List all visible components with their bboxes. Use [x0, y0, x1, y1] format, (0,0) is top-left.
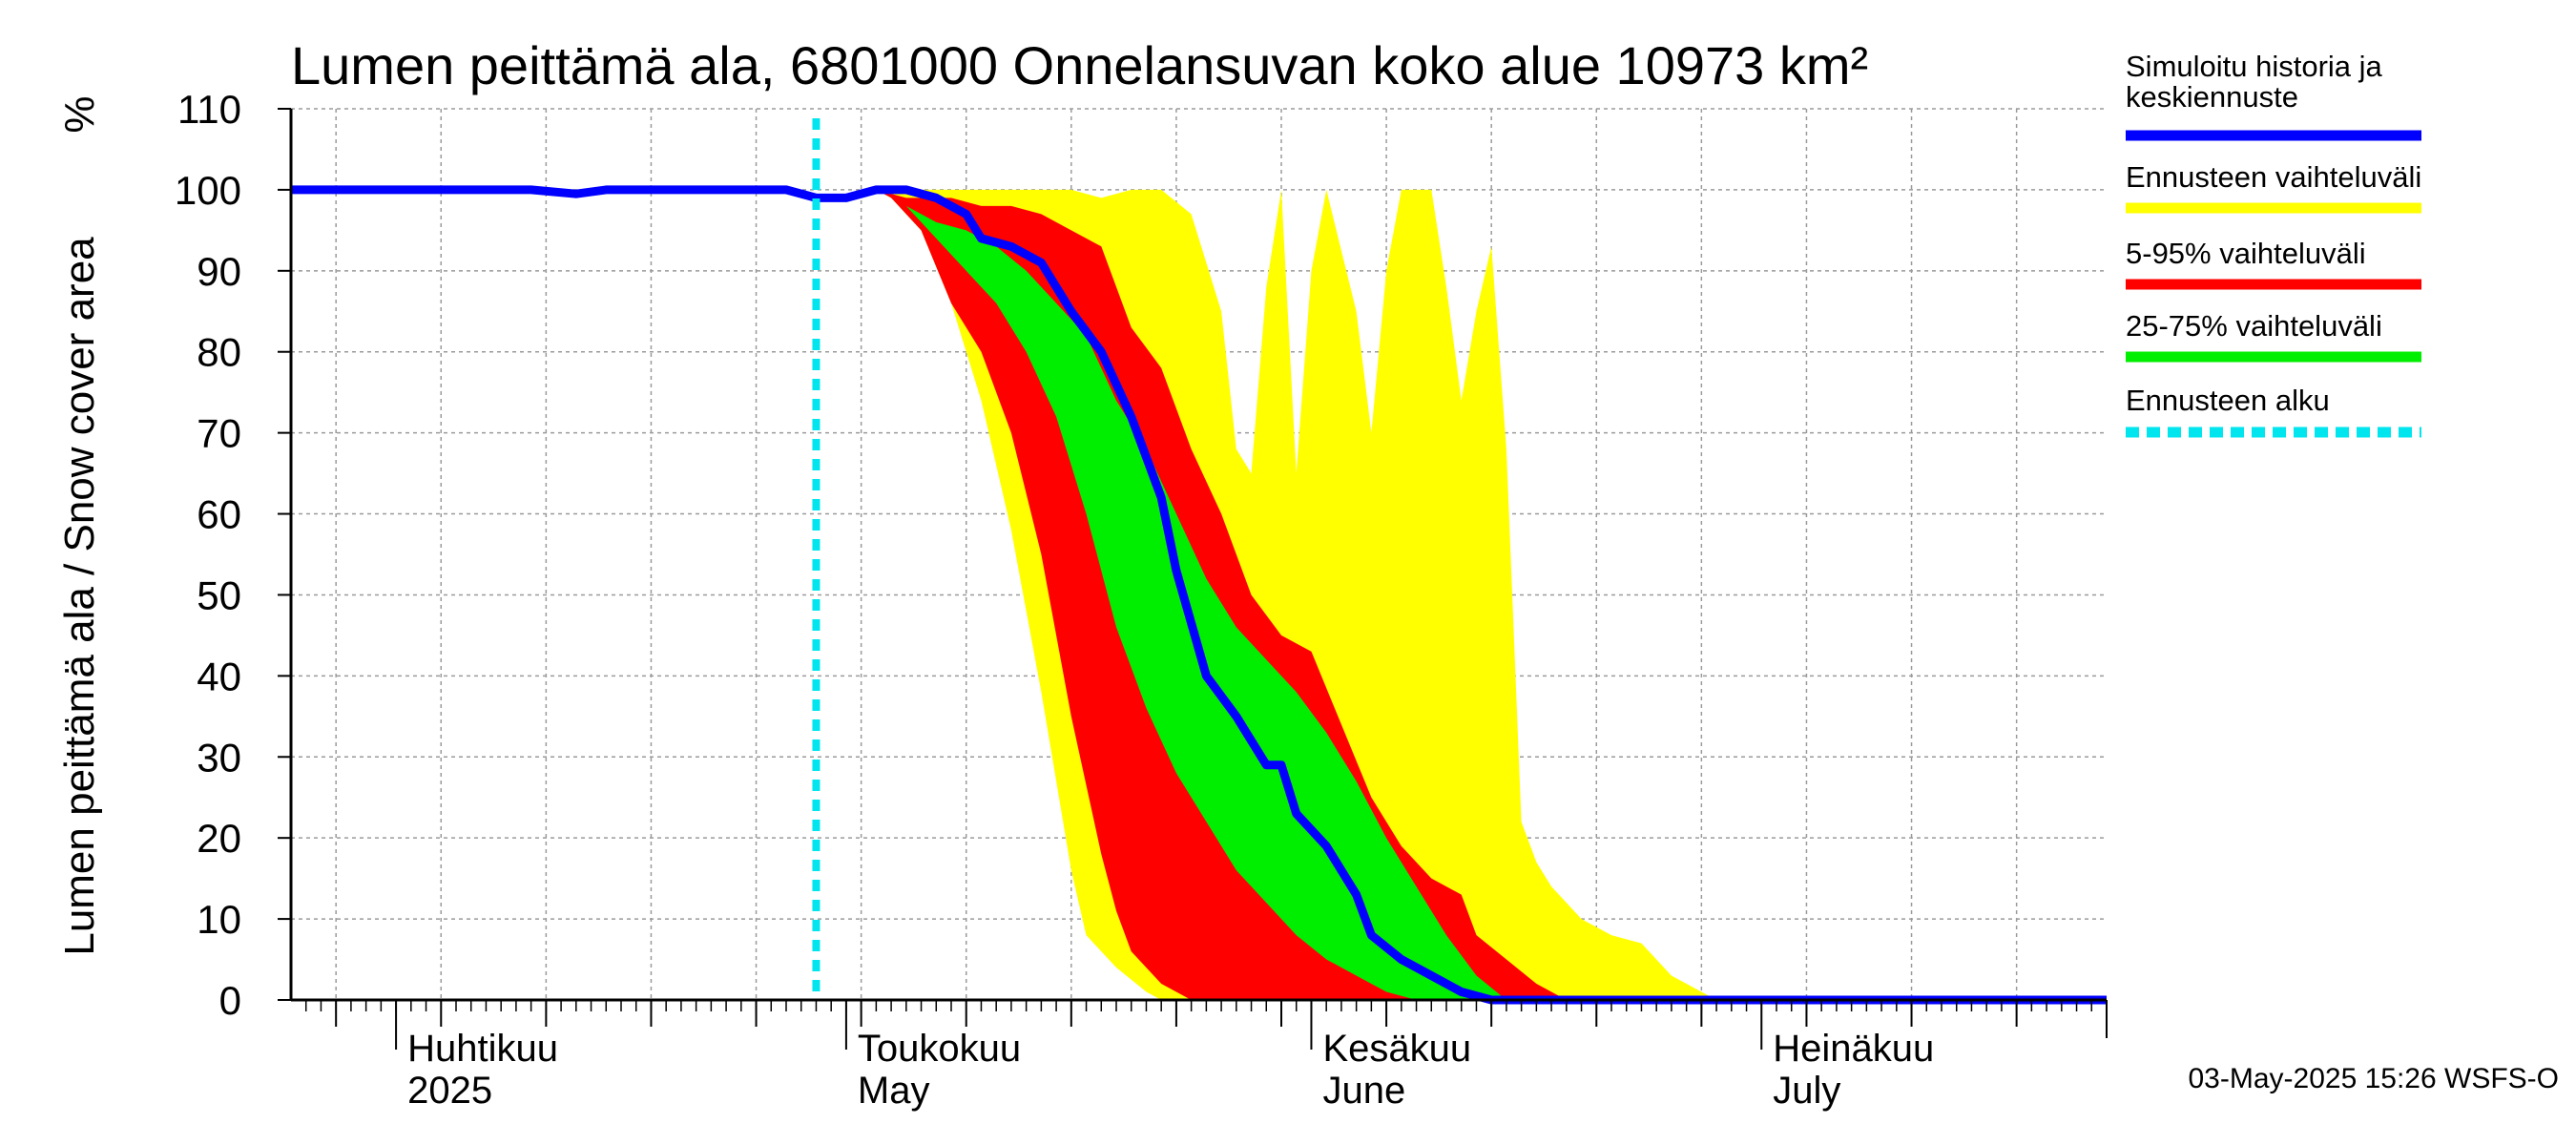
x-month-label-fi: Kesäkuu — [1322, 1028, 1471, 1070]
y-axis-label: Lumen peittämä ala / Snow cover area — [56, 237, 103, 956]
y-tick-label: 80 — [197, 330, 241, 375]
y-tick-label: 90 — [197, 249, 241, 294]
x-month-label-fi: Huhtikuu — [407, 1028, 558, 1070]
legend-label: Ennusteen alku — [2126, 384, 2330, 417]
band-25-75-vaihteluv-li — [816, 189, 1506, 1000]
median-forecast-line — [291, 185, 2107, 1005]
x-month-label-fi: Toukokuu — [858, 1028, 1021, 1070]
y-tick-label: 110 — [177, 87, 241, 132]
chart-title: Lumen peittämä ala, 6801000 Onnelansuvan… — [291, 35, 1868, 95]
legend-label: 5-95% vaihteluväli — [2126, 237, 2366, 270]
y-tick-label: 70 — [197, 411, 241, 456]
y-tick-label: 0 — [219, 978, 241, 1023]
x-month-label-en: June — [1322, 1070, 1405, 1112]
x-month-label-en: July — [1773, 1070, 1840, 1112]
y-tick-label: 10 — [197, 897, 241, 942]
y-tick-label: 30 — [197, 735, 241, 780]
y-tick-label: 100 — [175, 168, 241, 213]
legend-label: Ennusteen vaihteluväli — [2126, 160, 2421, 194]
y-tick-label: 50 — [197, 572, 241, 617]
legend-label: 25-75% vaihteluväli — [2126, 309, 2382, 343]
median-line-layer — [291, 118, 2107, 1005]
forecast-bands — [816, 189, 1717, 1000]
x-month-label-en: May — [858, 1070, 930, 1112]
timestamp: 03-May-2025 15:26 WSFS-O — [2189, 1063, 2560, 1094]
legend-label: Simuloitu historia ja — [2126, 50, 2383, 83]
x-month-label-en: 2025 — [407, 1070, 492, 1112]
y-tick-label: 60 — [197, 492, 241, 537]
y-tick-label: 20 — [197, 816, 241, 861]
x-month-label-fi: Heinäkuu — [1773, 1028, 1934, 1070]
legend-label: keskiennuste — [2126, 80, 2298, 114]
y-tick-label: 40 — [197, 654, 241, 698]
y-axis-unit: % — [56, 95, 103, 133]
